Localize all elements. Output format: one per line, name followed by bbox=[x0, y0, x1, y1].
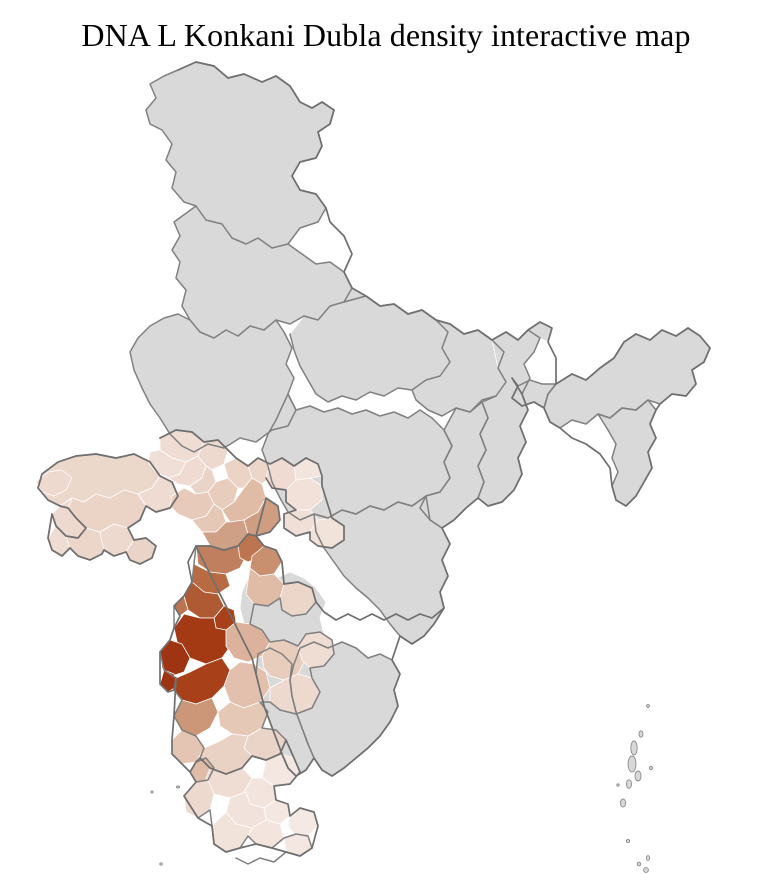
page-title: DNA L Konkani Dubla density interactive … bbox=[81, 17, 691, 53]
map-canvas[interactable] bbox=[0, 58, 772, 874]
india-choropleth-map[interactable] bbox=[0, 58, 772, 874]
andaman-nicobar-islands bbox=[616, 704, 654, 873]
district-kachchh-west[interactable] bbox=[36, 470, 72, 496]
lakshadweep-islands bbox=[150, 785, 181, 866]
choropleth-layer[interactable] bbox=[36, 430, 344, 856]
base-landmass-layer bbox=[130, 62, 710, 776]
country-boundary bbox=[38, 62, 710, 856]
